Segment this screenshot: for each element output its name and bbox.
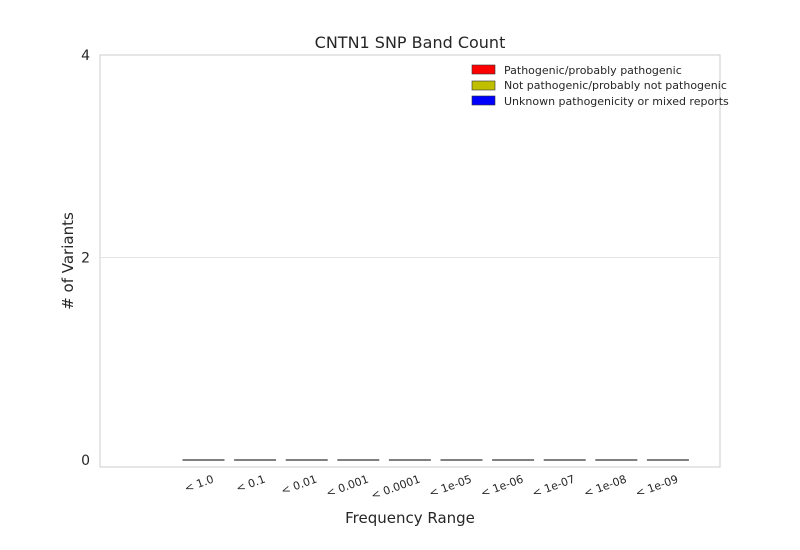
y-tick-label: 4 (81, 48, 90, 64)
legend-label-not-pathogenic: Not pathogenic/probably not pathogenic (504, 79, 727, 92)
x-tick-labels: < 1.0 < 0.1 < 0.01 < 0.001 < 0.0001 < 1e-05 < … (183, 473, 680, 503)
y-tick-label: 0 (81, 453, 90, 469)
y-tick-label: 2 (81, 251, 90, 267)
x-tick-label: < 1e-05 (427, 473, 473, 500)
legend: Pathogenic/probably pathogenic Not patho… (471, 64, 729, 108)
x-tick-label: < 1e-07 (531, 473, 577, 500)
x-tick-label: < 0.0001 (369, 473, 422, 503)
legend-swatch-not-pathogenic (471, 80, 496, 91)
x-tick-label: < 0.01 (279, 473, 318, 498)
x-tick-label: < 1e-08 (582, 473, 628, 500)
x-tick-label: < 1.0 (183, 473, 216, 496)
x-tick-label: < 0.1 (234, 473, 267, 496)
legend-label-unknown: Unknown pathogenicity or mixed reports (504, 95, 729, 108)
plot-area (99, 54, 721, 468)
legend-label-pathogenic: Pathogenic/probably pathogenic (504, 64, 682, 77)
chart-title: CNTN1 SNP Band Count (315, 33, 506, 52)
y-axis-title: # of Variants (59, 212, 77, 310)
y-tick-labels: 0 2 4 (81, 48, 90, 469)
legend-swatch-unknown (471, 95, 496, 106)
x-tick-label: < 1e-06 (479, 473, 525, 500)
x-tick-label: < 0.001 (324, 473, 370, 500)
x-tick-label: < 1e-09 (634, 473, 680, 500)
x-axis-title: Frequency Range (345, 509, 475, 527)
legend-swatch-pathogenic (471, 64, 496, 75)
